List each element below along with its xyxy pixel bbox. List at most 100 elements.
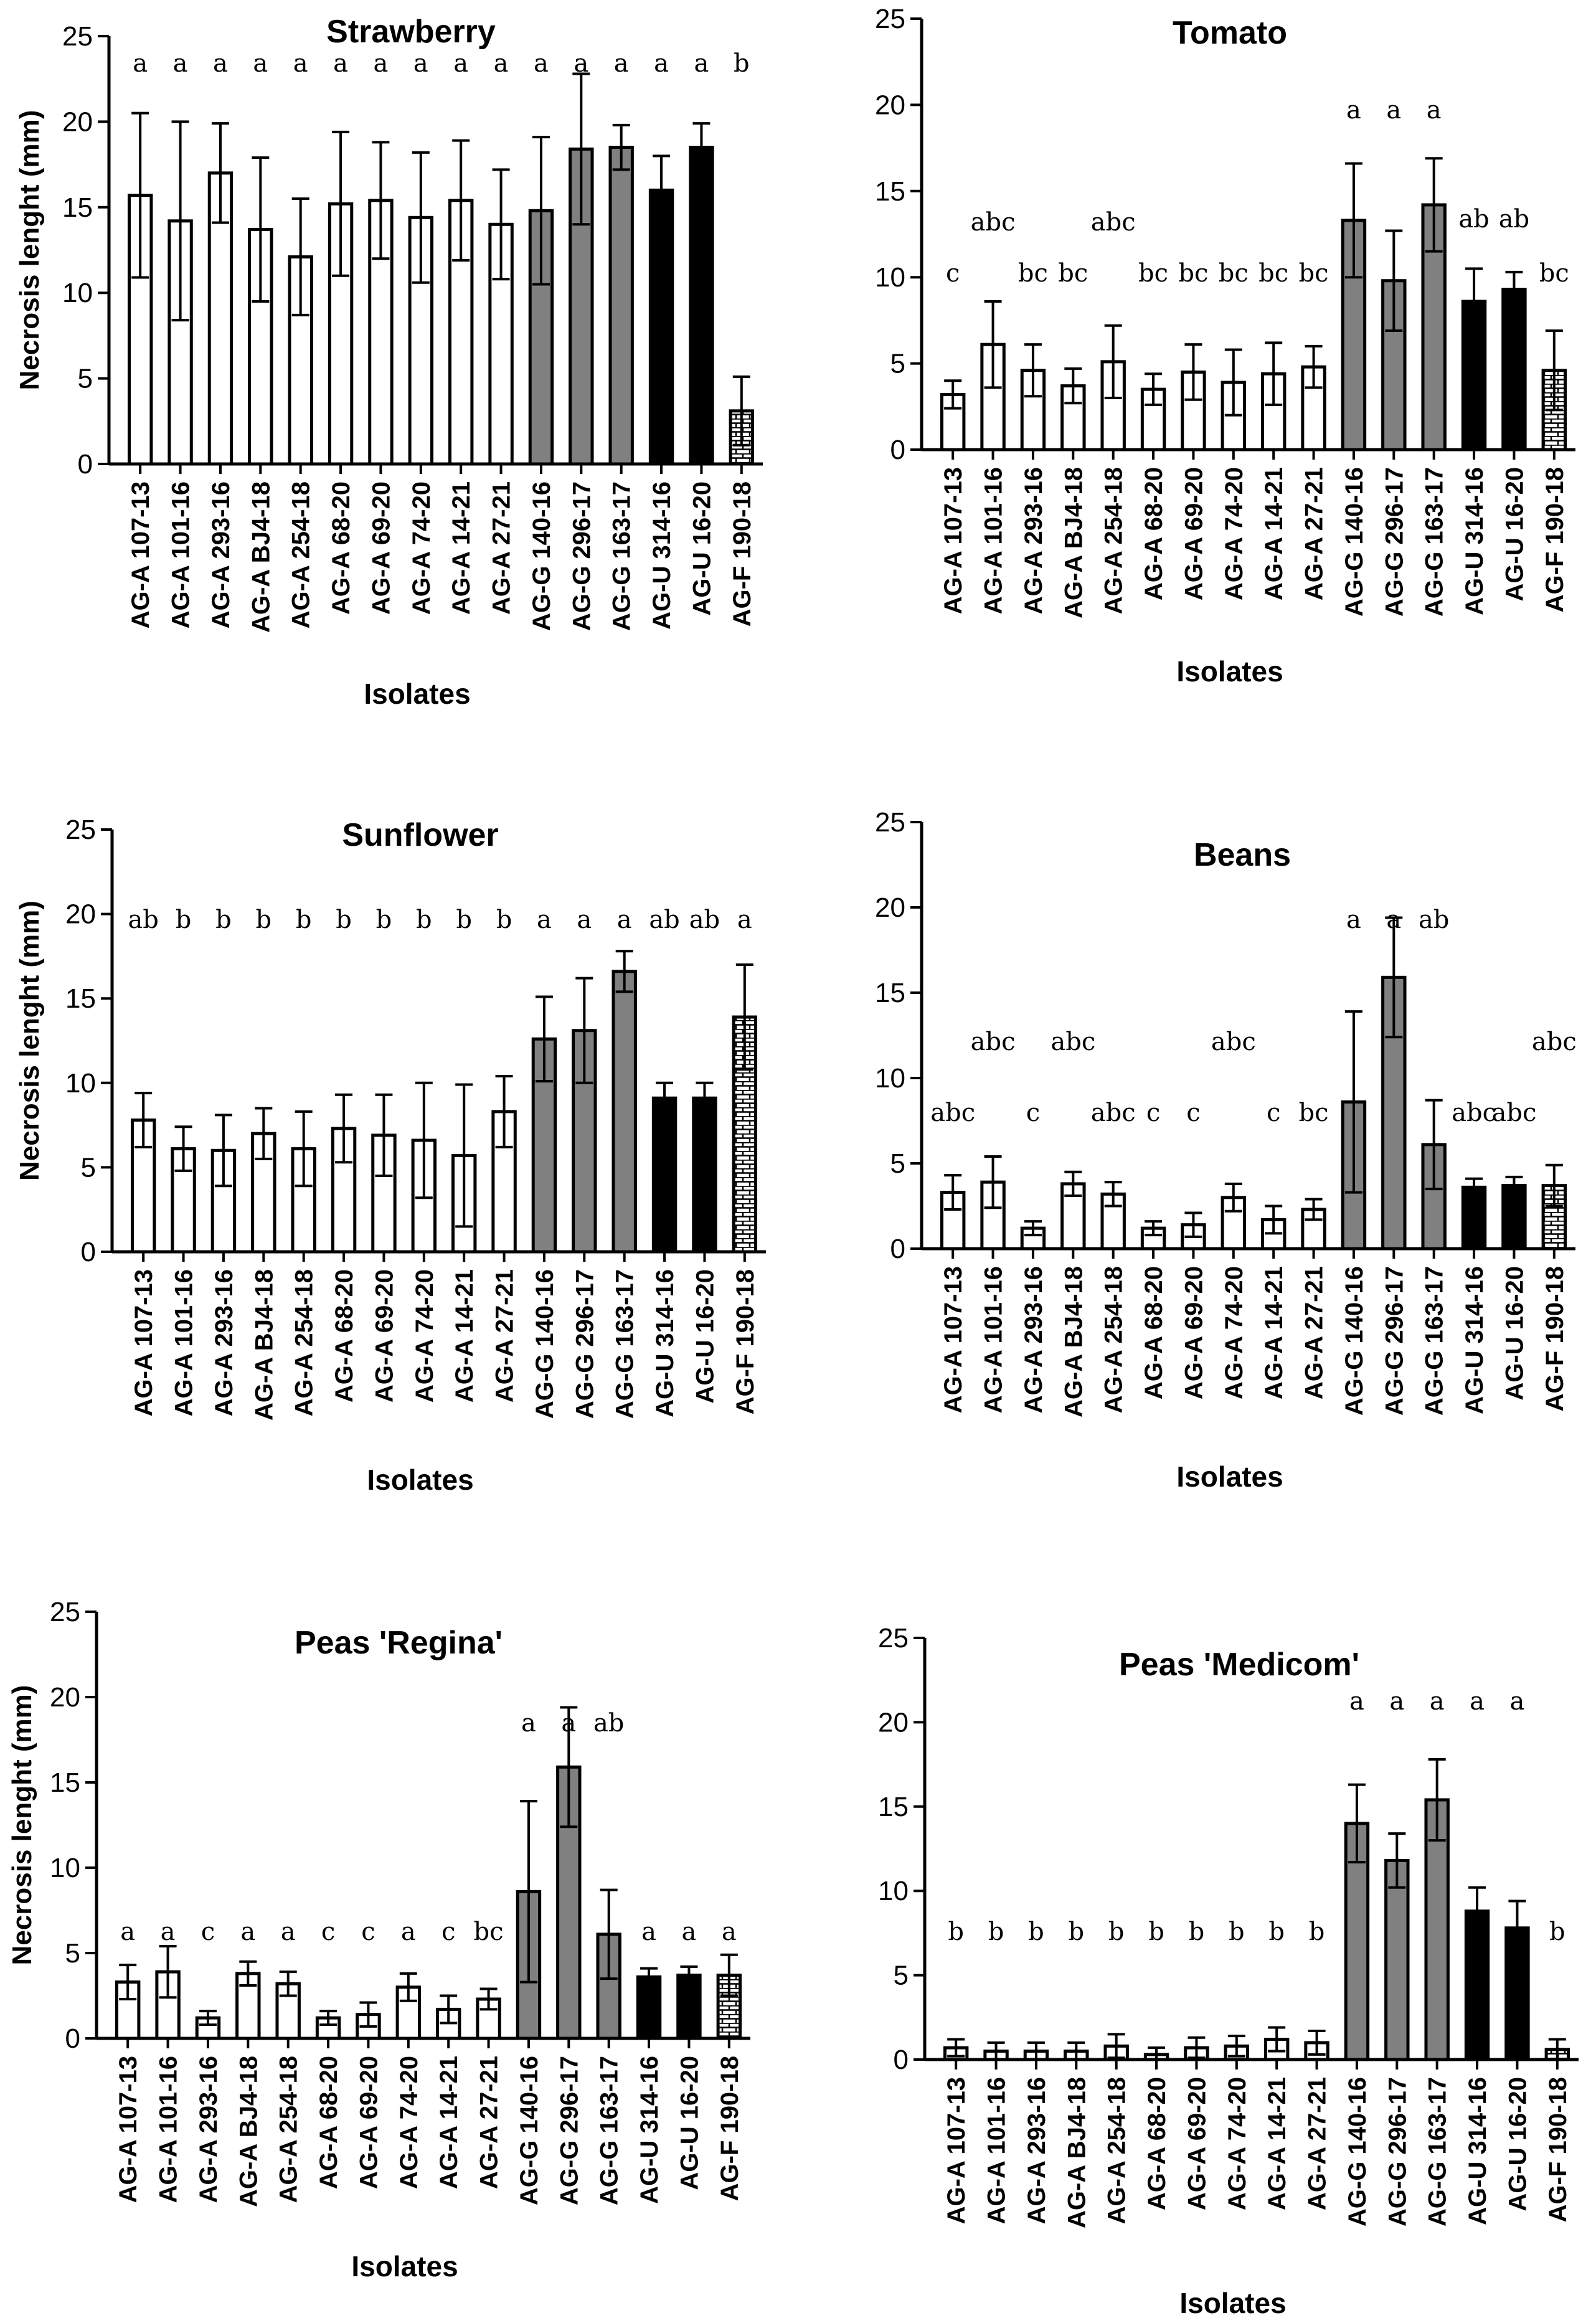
significance-letter: a [617,906,632,934]
chart-panel-sunflower: Sunflower 0 5 10 15 20 25 Necrosis lenght (mm) A… [14,815,766,1496]
y-tick-label: 10 [50,1853,80,1883]
chart-panel-peas-regina: Peas 'Regina' 0 5 10 15 20 25 Necrosis lenght (… [7,1597,750,2283]
significance-letter: a [374,49,389,78]
significance-letter: c [441,1918,455,1946]
y-tick-label: 0 [894,2045,909,2075]
y-tick-label: 0 [78,449,93,480]
significance-letter: bc [1219,259,1249,288]
x-tick-label: AG-A 101-16 [168,481,195,628]
significance-letter: b [1268,1918,1285,1946]
significance-letter: ab [1458,205,1489,234]
x-tick-label: AG-U 314-16 [636,2056,663,2204]
x-tick-label: AG-A 107-13 [943,2077,970,2224]
significance-letter: a [281,1918,296,1946]
x-tick-label: AG-A 101-16 [155,2056,182,2203]
x-tick-label: AG-A 101-16 [983,2077,1011,2224]
x-tick-label: AG-U 314-16 [1461,1266,1488,1414]
significance-letter: b [1189,1918,1205,1946]
x-tick-label: AG-A 74-20 [1221,467,1248,600]
y-tick-label: 15 [65,983,96,1014]
x-tick-label: AG-U 16-20 [676,2056,703,2190]
significance-letter: a [1389,1687,1404,1716]
significance-letter: b [1108,1918,1125,1946]
significance-letter: bc [1058,259,1088,288]
significance-letter: c [321,1918,335,1946]
significance-letter: a [120,1918,135,1946]
x-tick-label: AG-U 16-20 [688,481,715,616]
x-tick-label: AG-A 254-18 [1100,467,1128,614]
significance-letter: b [296,906,312,934]
x-tick-label: AG-A 74-20 [1224,2077,1251,2210]
significance-letter: a [1386,96,1401,125]
x-tick-label: AG-G 140-16 [528,481,555,631]
x-tick-label: AG-U 314-16 [1461,467,1488,615]
x-tick-label: AG-A 74-20 [411,1269,438,1403]
x-tick-label: AG-F 190-18 [716,2056,744,2201]
x-tick-label: AG-A 107-13 [940,1266,967,1413]
significance-letter: a [1386,906,1401,934]
significance-letter: a [654,49,669,78]
x-tick-label: AG-A 293-16 [1020,467,1047,614]
x-tick-label: AG-A 27-21 [1304,2077,1331,2210]
significance-letter: a [537,906,552,934]
x-tick-label: AG-G 140-16 [516,2056,543,2205]
x-tick-label: AG-A 254-18 [1103,2077,1131,2224]
x-tick-label: AG-U 16-20 [1504,2077,1531,2212]
x-tick-label: AG-G 296-17 [571,1269,598,1419]
significance-letter: a [1427,96,1442,125]
significance-letter: b [176,906,192,934]
y-tick-label: 25 [875,4,905,34]
x-tick-label: AG-G 140-16 [1341,1266,1368,1416]
x-tick-label: AG-A 68-20 [1143,2077,1171,2210]
significance-letter: b [256,906,272,934]
significance-letter: a [213,49,228,78]
y-tick-label: 25 [50,1597,80,1627]
significance-letter: abc [1452,1099,1496,1127]
x-tick-label: AG-A 68-20 [331,1269,358,1403]
bar [692,1096,717,1254]
significance-letter: a [722,1918,737,1946]
chart-panel-tomato: Tomato 0 5 10 15 20 25 AG-A 107-13 c AG-A 101-16 a… [875,4,1575,688]
significance-letter: c [946,259,960,288]
x-tick-label: AG-U 314-16 [651,1269,679,1417]
x-axis-title: Isolates [1179,2287,1286,2318]
significance-letter: b [215,906,232,934]
x-tick-label: AG-F 190-18 [729,481,756,627]
x-axis-title: Isolates [351,2250,458,2283]
y-axis-title: Necrosis lenght (mm) [7,1685,37,1966]
chart-title: Tomato [1173,15,1287,51]
x-tick-label: AG-G 163-17 [1421,467,1448,617]
y-tick-label: 5 [81,1152,96,1183]
x-tick-label: AG-A 68-20 [328,481,355,615]
x-tick-label: AG-A 69-20 [1180,467,1207,600]
chart-panel-strawberry: Strawberry 0 5 10 15 20 25 Necrosis lenght (mm)… [14,14,763,710]
x-tick-label: AG-G 296-17 [568,481,595,631]
significance-letter: b [376,906,392,934]
significance-letter: abc [1091,208,1136,237]
x-tick-label: AG-G 140-16 [1344,2077,1371,2226]
chart-title: Beans [1194,837,1291,873]
bar [1384,1858,1410,2061]
significance-letter: a [534,49,549,78]
significance-letter: c [361,1918,375,1946]
significance-letter: a [737,906,752,934]
x-tick-label: AG-G 163-17 [1421,1266,1448,1416]
significance-letter: ab [1419,906,1449,934]
bar [611,970,637,1254]
x-tick-label: AG-A 14-21 [448,481,475,615]
x-tick-label: AG-A 254-18 [1100,1266,1128,1413]
significance-letter: a [333,49,348,78]
x-tick-label: AG-G 163-17 [1424,2077,1452,2226]
y-tick-label: 20 [50,1682,80,1713]
y-tick-label: 20 [875,90,905,120]
y-tick-label: 25 [65,815,96,845]
y-tick-label: 5 [65,1938,80,1969]
x-tick-label: AG-A 27-21 [488,481,516,615]
significance-letter: ab [593,1709,624,1738]
significance-letter: a [694,49,709,78]
x-tick-label: AG-A 74-20 [1221,1266,1248,1399]
significance-letter: abc [930,1099,975,1127]
x-tick-label: AG-A 68-20 [315,2056,342,2189]
x-tick-label: AG-G 163-17 [596,2056,623,2205]
significance-letter: b [496,906,512,934]
